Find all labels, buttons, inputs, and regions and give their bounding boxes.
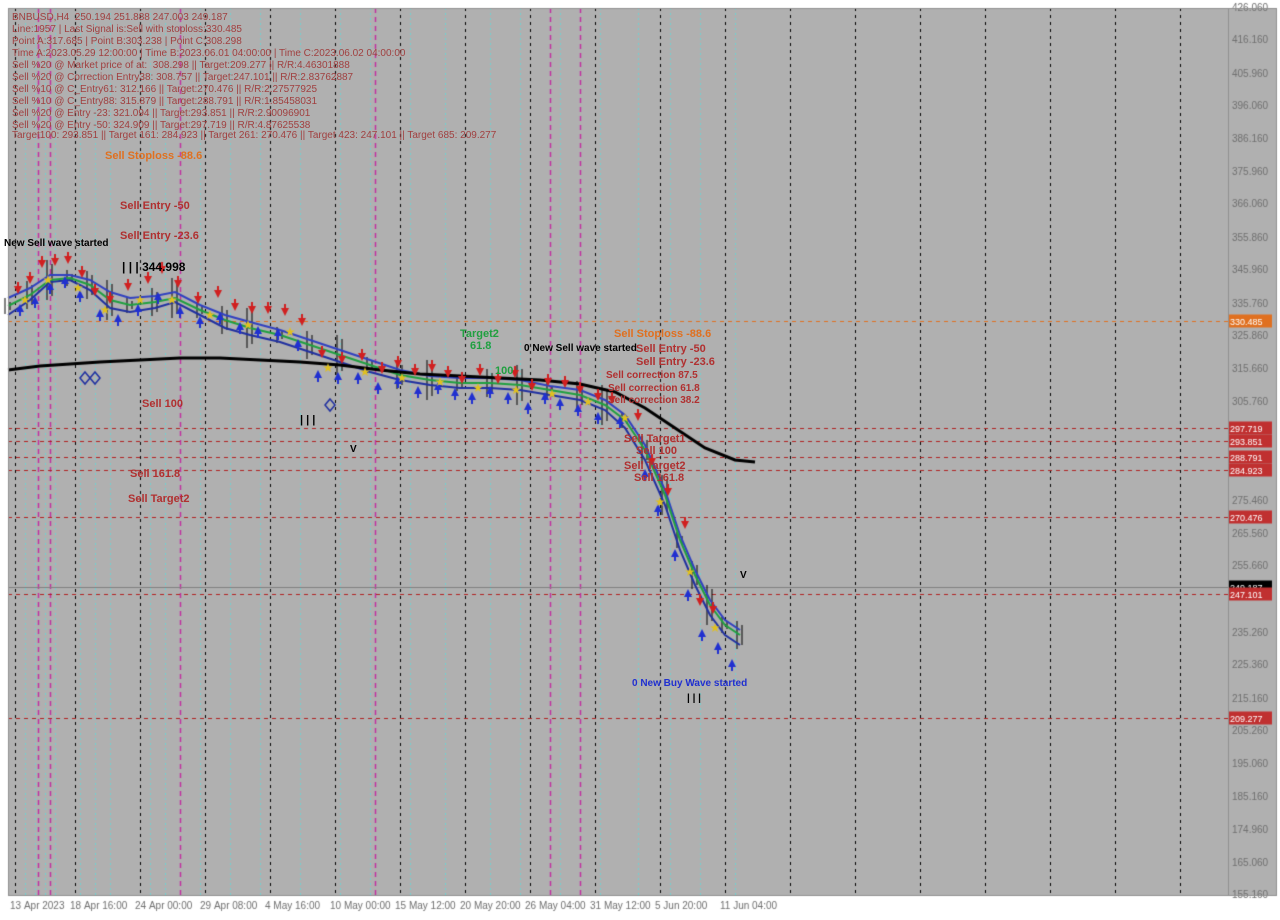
price-chart-canvas[interactable] xyxy=(0,0,1280,920)
chart-container: BNBUSD,H4 250.194 251.888 247.003 249.18… xyxy=(0,0,1280,920)
